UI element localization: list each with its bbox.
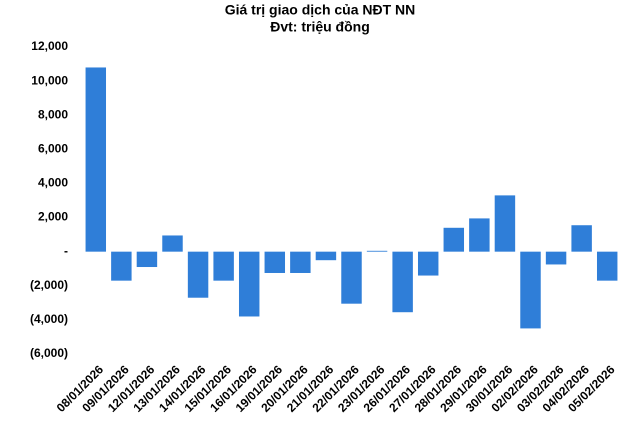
bar — [162, 235, 183, 252]
bar — [417, 251, 439, 276]
y-tick-label: 8,000 — [38, 107, 68, 121]
y-tick-label: 4,000 — [38, 176, 68, 190]
bar — [213, 251, 234, 281]
y-tick-label: - — [64, 244, 68, 258]
bar — [494, 195, 516, 252]
y-tick-label: 6,000 — [38, 142, 68, 156]
bar — [264, 251, 286, 273]
chart-subtitle: Đvt: triệu đồng — [270, 19, 370, 35]
y-tick-label: (2,000) — [30, 278, 68, 292]
bar — [571, 225, 592, 252]
bar — [315, 251, 337, 261]
bar — [85, 67, 107, 252]
y-tick-label: (4,000) — [30, 312, 68, 326]
chart-title: Giá trị giao dịch của NĐT NN — [225, 2, 416, 18]
bar — [366, 250, 388, 252]
bar — [187, 251, 209, 298]
bar — [520, 251, 541, 329]
bar — [545, 251, 567, 265]
bar — [392, 251, 413, 313]
bar — [443, 227, 465, 252]
bar — [596, 251, 618, 281]
bar — [238, 251, 260, 317]
y-tick-label: 2,000 — [38, 210, 68, 224]
y-tick-label: 12,000 — [31, 39, 68, 53]
bar — [341, 251, 362, 304]
y-tick-label: 10,000 — [31, 73, 68, 87]
bar — [469, 218, 490, 252]
bar — [290, 251, 311, 273]
y-tick-label: (6,000) — [30, 346, 68, 360]
bar — [111, 251, 132, 281]
bar — [136, 251, 158, 268]
